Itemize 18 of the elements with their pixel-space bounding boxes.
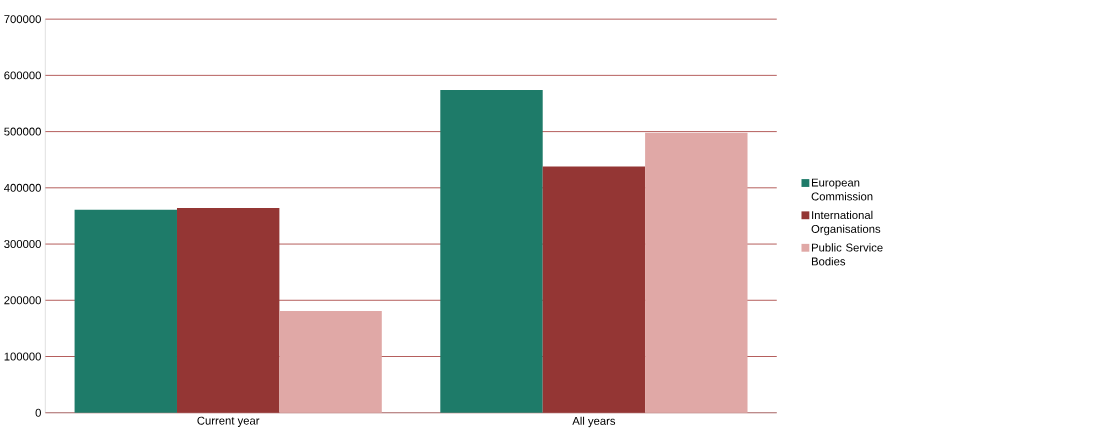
bar [542, 166, 646, 413]
y-tick-label: 100000 [4, 352, 41, 361]
legend-label: European Commission [811, 178, 873, 201]
y-tick-label: 400000 [4, 183, 41, 192]
y-tick-label: 300000 [4, 240, 41, 249]
bar [645, 132, 748, 413]
x-tick-label: Current year [197, 416, 260, 427]
y-tick-label: 500000 [4, 127, 41, 136]
y-tick-label: 600000 [4, 71, 41, 80]
y-tick-label: 0 [35, 408, 41, 417]
bar [440, 89, 543, 413]
bar [74, 209, 177, 413]
y-tick-label: 200000 [4, 296, 41, 305]
legend-label: International Organisations [811, 210, 881, 236]
y-tick-label: 700000 [4, 15, 41, 24]
x-tick-label: All years [572, 416, 616, 428]
legend-label: Public Service Bodies [811, 243, 883, 266]
bar [279, 310, 382, 413]
